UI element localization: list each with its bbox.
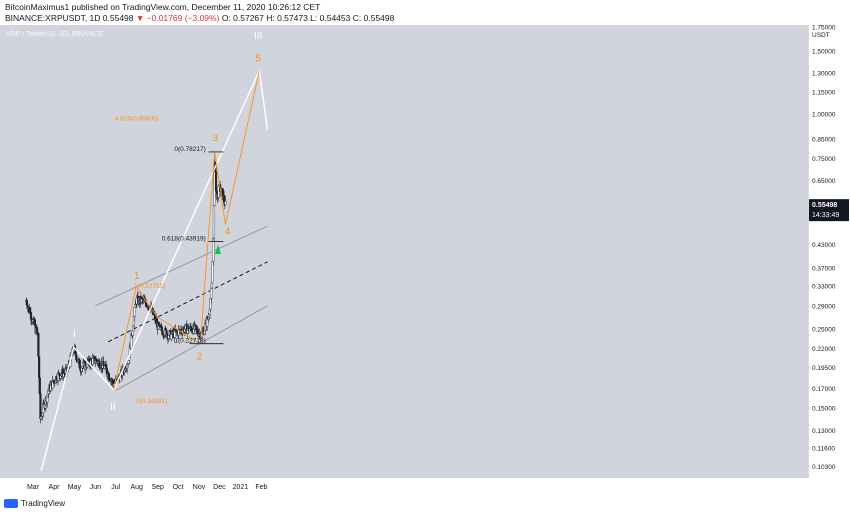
price-tick-label: 1.30000 (812, 71, 836, 78)
fib-label: 0(0.16991) (136, 398, 167, 405)
channel-midline (108, 261, 268, 343)
candle-body (224, 201, 227, 206)
price-tick-label: 0.22000 (812, 346, 836, 353)
price-tick-label: 0.75000 (812, 156, 836, 163)
candle-body (58, 372, 61, 377)
price-tick-label: 1.50000 (812, 48, 836, 55)
wave-label: III (254, 31, 262, 42)
price-tick-label: 1.15000 (812, 90, 836, 97)
channel-lines (95, 225, 268, 391)
fib-label: 1(0.32755) (134, 283, 165, 290)
publish-info: BitcoinMaximus1 published on TradingView… (5, 2, 321, 12)
time-tick-label: Dec (213, 484, 226, 491)
sub-wave-line (113, 70, 260, 390)
candle-body (38, 377, 41, 394)
price-axis[interactable]: USDT 0.10300 0.11600 0.13000 0.15000 0.17000 0… (808, 25, 850, 478)
wave-label: 5 (255, 54, 261, 65)
price-tick-label: 0.33000 (812, 283, 836, 290)
time-axis[interactable]: Mar Apr May Jun Jul Aug Sep Oct Nov Dec 2021 Feb (0, 478, 808, 494)
price-tick-label: 0.85000 (812, 137, 836, 144)
candle-body (212, 205, 216, 239)
time-tick-label: Nov (193, 484, 206, 491)
time-tick-label: May (68, 484, 82, 491)
candle-body (107, 373, 111, 380)
candle-body (214, 171, 218, 192)
wave-label: 4 (225, 226, 231, 237)
candle-body (210, 287, 213, 299)
channel-upper-line (95, 225, 268, 307)
time-tick-label: Sep (151, 484, 164, 491)
price-tick-label: 0.19500 (812, 365, 836, 372)
tradingview-logo-icon (4, 499, 18, 508)
countdown-label: 14:33:49 (812, 212, 839, 219)
candle-body (91, 358, 94, 365)
axis-unit-label: USDT (812, 32, 830, 39)
fib-label: 4.618(0.89805) (115, 115, 159, 122)
footer-brand: TradingView (21, 499, 66, 508)
wave-label: 1 (134, 271, 140, 282)
time-tick-label: 2021 (233, 484, 249, 491)
price-tick-label: 0.65000 (812, 178, 836, 185)
pair-label: XRP / TetherUS, 1D, BINANCE (6, 31, 103, 38)
price-tick-label: 0.10300 (812, 464, 836, 471)
wave-label: II (110, 402, 116, 413)
price-tick-label: 0.25000 (812, 326, 836, 333)
last-price-tag (809, 199, 849, 222)
price-tick-label: 1.00000 (812, 111, 836, 118)
last-price-label: 0.55498 (812, 202, 837, 209)
price-tick-label: 0.43000 (812, 242, 836, 249)
price-tick-label: 0.29000 (812, 303, 836, 310)
wave-label: I (73, 328, 76, 339)
candle-body (210, 282, 214, 289)
ohlc-values: O: 0.57267 H: 0.57473 L: 0.54453 C: 0.55… (221, 13, 395, 23)
time-tick-label: Feb (255, 484, 267, 491)
time-tick-label: Aug (130, 484, 143, 491)
price-tick-label: 0.15000 (812, 406, 836, 413)
chart-background (0, 25, 808, 478)
price-change: ▼ −0.01769 (−3.09%) (135, 13, 220, 23)
symbol-price: BINANCE:XRPUSDT, 1D 0.55498 (5, 13, 134, 23)
candle-body (133, 306, 136, 317)
candle-body (37, 356, 41, 379)
price-tick-label: 1.75000 (812, 25, 836, 32)
wave-label: 2 (197, 352, 203, 363)
footer: TradingView (4, 499, 65, 508)
channel-lower-line (115, 305, 268, 391)
fib-label: 1(0.22718) (174, 338, 205, 345)
time-tick-label: Oct (173, 484, 184, 491)
fib-label: 0.618(0.43919) (162, 235, 206, 242)
price-tick-label: 0.17000 (812, 386, 836, 393)
fib-label: 0(0.78217) (174, 146, 205, 153)
time-tick-label: Jul (111, 484, 120, 491)
time-tick-label: Mar (27, 484, 40, 491)
candle-body (47, 390, 50, 394)
symbol-info: BINANCE:XRPUSDT, 1D 0.55498 ▼ −0.01769 (… (5, 13, 394, 23)
up-arrow-icon (215, 244, 222, 255)
price-tick-label: 0.11600 (812, 445, 835, 452)
time-tick-label: Apr (49, 484, 61, 491)
time-tick-label: Jun (90, 484, 101, 491)
candle-body (131, 330, 134, 336)
wave-label: 3 (213, 133, 219, 144)
price-chart[interactable]: 0(0.78217) 0.618(0.43919) 1(0.22718) 4.618(… (0, 25, 808, 478)
price-tick-label: 0.37000 (812, 266, 836, 273)
price-tick-label: 0.13000 (812, 428, 836, 435)
annotations: 0(0.78217) 0.618(0.43919) 1(0.22718) 4.618(… (40, 68, 269, 472)
